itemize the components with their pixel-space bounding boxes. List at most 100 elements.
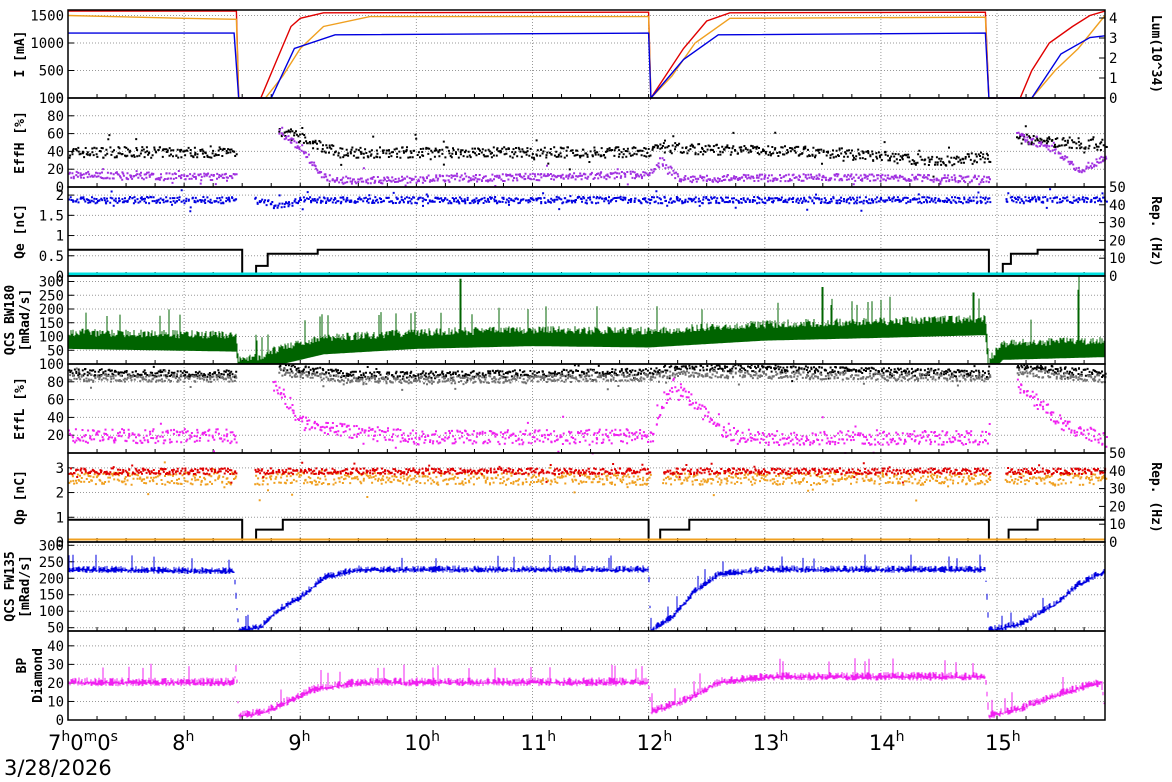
x-tick-label: 8h — [172, 729, 194, 755]
y-tick-label: 40 — [47, 410, 64, 426]
panel-frame — [67, 97, 1106, 188]
right-y-tick-label: 0 — [1109, 91, 1117, 107]
right-y-tick-label: 0 — [1109, 535, 1117, 551]
panel-frame — [67, 452, 1106, 543]
panel-frame — [67, 9, 1106, 99]
x-tick-label: 9h — [288, 729, 310, 755]
y-axis-label-unit: [mRad/s] — [18, 289, 33, 352]
right-y-tick-label: 0 — [1109, 269, 1117, 285]
y-tick-label: 1 — [56, 229, 64, 245]
panel-frame — [67, 630, 1106, 721]
series-band-magenta — [67, 658, 1106, 720]
y-tick-label: 2 — [56, 188, 64, 204]
series-points-orange — [68, 461, 1108, 502]
right-y-tick-label: 4 — [1109, 11, 1117, 27]
y-tick-label: 60 — [47, 127, 64, 143]
y-tick-label: 300 — [39, 538, 64, 554]
series-step-black — [68, 518, 1105, 541]
right-y-tick-label: 50 — [1109, 446, 1126, 462]
y-tick-label: 100 — [39, 330, 64, 346]
right-y-tick-label: 3 — [1109, 31, 1117, 47]
right-y-tick-label: 10 — [1109, 251, 1126, 267]
y-tick-label: 150 — [39, 316, 64, 332]
series-points-gray — [68, 367, 1107, 391]
y-tick-label: 2 — [56, 486, 64, 502]
y-tick-label: 1000 — [30, 36, 64, 52]
x-tick-label: 15h — [985, 729, 1021, 755]
series-band-blue — [67, 554, 1106, 631]
y-tick-label: 10 — [47, 694, 64, 710]
series-points-blue — [68, 188, 1108, 213]
y-tick-label: 500 — [39, 64, 64, 80]
right-y-tick-label: 20 — [1109, 499, 1126, 515]
right-y-tick-label: 2 — [1109, 51, 1117, 67]
y-tick-label: 0 — [56, 713, 64, 729]
y-tick-label: 0 — [56, 91, 64, 107]
y-tick-label: 0 — [56, 535, 64, 551]
right-y-tick-label: 30 — [1109, 482, 1126, 498]
right-y-tick-label: 30 — [1109, 216, 1126, 232]
y-tick-label: 300 — [39, 275, 64, 291]
y-tick-label: 20 — [47, 162, 64, 178]
y-tick-label: 100 — [39, 604, 64, 620]
y-axis-label: Qp [nC] — [13, 470, 28, 525]
series-line-orange — [67, 14, 1106, 100]
series-band-green — [67, 276, 1106, 364]
y-tick-label: 250 — [39, 288, 64, 304]
y-tick-label: 80 — [47, 109, 64, 125]
date-label: 3/28/2026 — [4, 756, 112, 780]
y-tick-label: 100 — [39, 91, 64, 107]
series-points-red — [68, 461, 1107, 484]
x-tick-label: 7h0m0s — [48, 729, 118, 755]
series-points-black — [68, 364, 1107, 383]
y-tick-label: 40 — [47, 639, 64, 655]
y-axis-label: Qe [nC] — [13, 204, 28, 259]
y-tick-label: 1500 — [30, 9, 64, 25]
y-tick-label: 150 — [39, 588, 64, 604]
y-tick-label: 20 — [47, 428, 64, 444]
y-tick-label: 1 — [56, 510, 64, 526]
x-tick-label: 10h — [404, 729, 440, 755]
y-axis-label: EffL [%] — [13, 377, 28, 440]
series-line-blue — [68, 32, 1106, 100]
y-tick-label: 40 — [47, 144, 64, 160]
y-tick-label: 50 — [47, 343, 64, 359]
y-axis-label-2: Diamond — [31, 648, 46, 703]
y-axis-label: QCS BW180 — [3, 285, 18, 356]
right-y-tick-label: 40 — [1109, 464, 1126, 480]
y-tick-label: 0.5 — [39, 249, 64, 265]
right-y-tick-label: 10 — [1109, 517, 1126, 533]
y-tick-label: 30 — [47, 657, 64, 673]
y-tick-label: 0 — [56, 180, 64, 196]
y-tick-label: 1.5 — [39, 208, 64, 224]
x-tick-label: 14h — [869, 729, 905, 755]
y-tick-label: 0 — [56, 269, 64, 285]
right-y-tick-label: 20 — [1109, 233, 1126, 249]
x-tick-label: 12h — [637, 729, 673, 755]
right-y-axis-label: Rep. (Hz) — [1148, 462, 1163, 532]
series-line-red — [68, 10, 1106, 101]
x-tick-label: 13h — [753, 729, 789, 755]
y-axis-label: QCS FW135 — [3, 551, 18, 621]
y-tick-label: 80 — [47, 375, 64, 391]
y-axis-label: I [mA] — [13, 31, 28, 78]
y-tick-label: 50 — [47, 621, 64, 637]
panel-frame — [67, 541, 1106, 632]
right-y-axis-label: Rep. (Hz) — [1148, 196, 1163, 266]
y-tick-label: 200 — [39, 302, 64, 318]
y-tick-label: 250 — [39, 555, 64, 571]
y-tick-label: 200 — [39, 571, 64, 587]
series-points-magenta — [68, 377, 1108, 455]
right-y-axis-label: Lum(10^34) — [1148, 15, 1163, 93]
y-tick-label: 60 — [47, 393, 64, 409]
series-step-black — [68, 248, 1105, 275]
x-tick-label: 11h — [521, 729, 557, 755]
y-axis-label-unit: [mRad/s] — [18, 555, 33, 618]
y-axis-label: EffH [%] — [13, 111, 28, 174]
right-y-tick-label: 1 — [1109, 71, 1117, 87]
y-tick-label: 20 — [47, 676, 64, 692]
y-tick-label: 3 — [56, 461, 64, 477]
y-axis-label: BP — [15, 658, 30, 674]
